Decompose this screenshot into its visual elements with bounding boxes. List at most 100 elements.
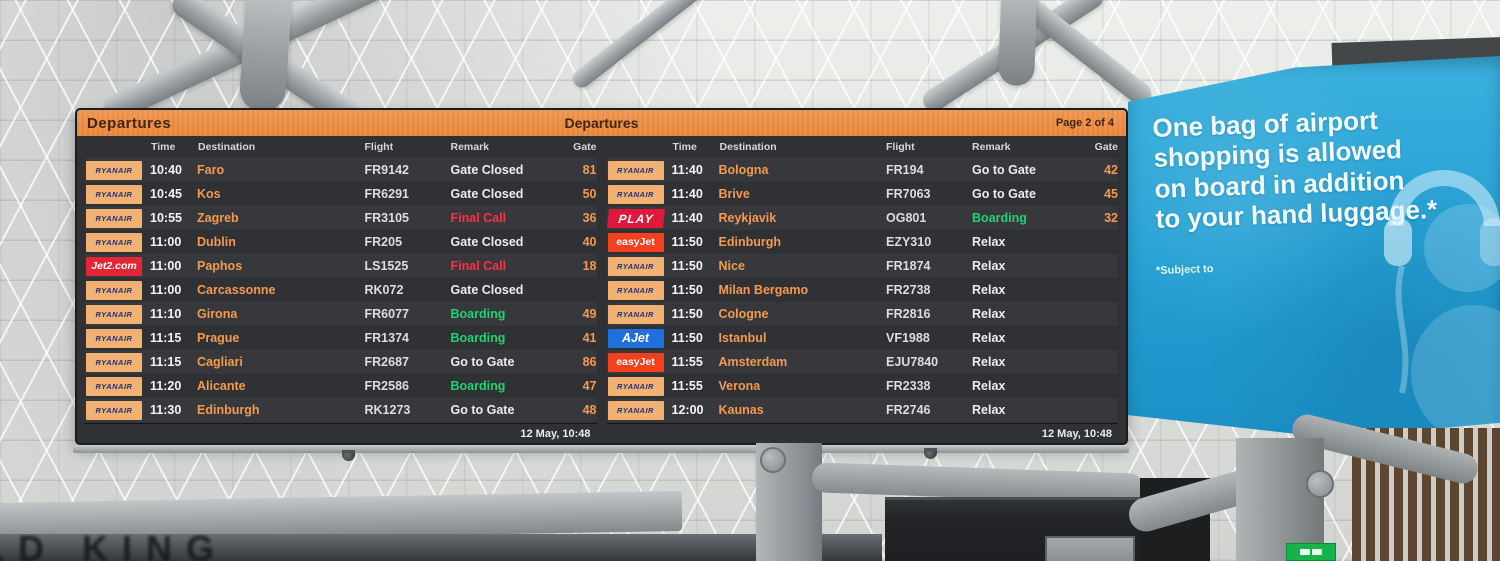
- flight-destination: Alicante: [197, 379, 246, 393]
- flight-number: FR6291: [364, 187, 409, 201]
- airline-logo: RYANAIR: [86, 400, 142, 420]
- flight-time: 10:40: [150, 163, 182, 177]
- board-title-left: Departures: [87, 114, 172, 132]
- flight-remark: Relax: [972, 235, 1006, 249]
- column-header-gate: Gate: [1094, 141, 1118, 153]
- airline-logo: RYANAIR: [607, 184, 664, 204]
- flight-row: PLAY 11:40 Reykjavik OG801 Boarding 32: [606, 206, 1118, 230]
- airline-logo: Jet2.com: [86, 256, 142, 276]
- flight-time: 11:50: [671, 283, 703, 297]
- flight-destination: Carcassonne: [197, 283, 276, 297]
- flight-number: VF1988: [886, 331, 930, 345]
- flight-gate: 47: [582, 379, 597, 393]
- flight-number: FR1874: [886, 259, 931, 273]
- flight-row: RYANAIR 11:40 Bologna FR194 Go to Gate 4…: [607, 158, 1118, 182]
- signage-text: LD KING: [0, 534, 228, 561]
- flight-time: 10:55: [150, 211, 182, 225]
- flight-number: FR3105: [364, 211, 409, 225]
- flight-number: FR205: [364, 235, 403, 249]
- flight-row: RYANAIR 11:10 Girona FR6077 Boarding 49: [85, 302, 597, 326]
- board-body: Time Destination Flight Remark Gate RYAN…: [77, 136, 1126, 443]
- flight-remark: Boarding: [450, 307, 506, 321]
- board-ledge: [73, 445, 1129, 453]
- flight-destination: Nice: [718, 259, 745, 273]
- departures-board: Departures Departures Page 2 of 4 Time D…: [75, 108, 1128, 445]
- flight-destination: Cologne: [718, 307, 769, 321]
- board-clock: 12 May, 10:48: [1041, 428, 1112, 440]
- exit-sign: [1286, 543, 1336, 561]
- flight-remark: Relax: [972, 283, 1006, 297]
- flight-time: 11:40: [671, 211, 703, 225]
- flight-gate: 50: [582, 187, 597, 201]
- flight-row: RYANAIR 10:45 Kos FR6291 Gate Closed 50: [85, 182, 597, 206]
- flight-destination: Girona: [197, 307, 238, 321]
- roof-pillar: [997, 0, 1038, 87]
- column-header-gate: Gate: [573, 141, 597, 153]
- airline-logo: RYANAIR: [607, 304, 664, 324]
- flight-time: 11:10: [150, 307, 182, 321]
- flight-time: 11:50: [671, 235, 703, 249]
- flight-section-right: Time Destination Flight Remark Gate RYAN…: [606, 136, 1119, 443]
- flight-time: 11:00: [150, 235, 182, 249]
- airline-logo: easyJet: [607, 232, 664, 252]
- flight-row: RYANAIR 11:50 Nice FR1874 Relax: [607, 254, 1119, 278]
- flight-destination: Istanbul: [718, 331, 767, 345]
- column-header-remark: Remark: [450, 141, 490, 153]
- support-pillar: [1236, 438, 1324, 561]
- airline-logo: RYANAIR: [86, 208, 142, 228]
- flight-time: 11:30: [150, 403, 182, 417]
- flight-remark: Relax: [972, 259, 1006, 273]
- dome-camera: [342, 450, 355, 461]
- flight-number: RK1273: [364, 403, 411, 417]
- flight-remark: Relax: [972, 307, 1006, 321]
- ad-footnote: *Subject to: [1155, 263, 1214, 277]
- flight-section-left: Time Destination Flight Remark Gate RYAN…: [85, 136, 597, 443]
- flight-row: AJet 11:50 Istanbul VF1988 Relax: [607, 326, 1119, 350]
- airline-logo: RYANAIR: [607, 400, 664, 420]
- airline-logo: RYANAIR: [86, 376, 142, 396]
- flight-row: RYANAIR 11:40 Brive FR7063 Go to Gate 45: [607, 182, 1118, 206]
- flight-number: RK072: [364, 283, 404, 297]
- flight-row: RYANAIR 11:50 Cologne FR2816 Relax: [607, 302, 1119, 326]
- flight-row: RYANAIR 11:20 Alicante FR2586 Boarding 4…: [85, 374, 597, 398]
- flight-time: 11:55: [671, 355, 703, 369]
- flight-time: 10:45: [150, 187, 182, 201]
- flight-row: Jet2.com 11:00 Paphos LS1525 Final Call …: [85, 254, 597, 278]
- column-header-flight: Flight: [886, 141, 915, 153]
- flight-remark: Go to Gate: [972, 163, 1036, 177]
- flight-number: LS1525: [364, 259, 409, 273]
- flight-row: RYANAIR 11:00 Carcassonne RK072 Gate Clo…: [85, 278, 597, 302]
- flight-row: RYANAIR 10:40 Faro FR9142 Gate Closed 81: [85, 158, 597, 182]
- flight-gate: 18: [582, 259, 597, 273]
- flight-number: FR6077: [364, 307, 409, 321]
- column-header-flight: Flight: [364, 141, 394, 153]
- flight-number: FR2738: [886, 283, 931, 297]
- flight-number: FR2586: [364, 379, 409, 393]
- flight-time: 12:00: [671, 403, 704, 417]
- flight-rows-left: RYANAIR 10:40 Faro FR9142 Gate Closed 81…: [85, 158, 597, 422]
- flight-time: 11:00: [150, 259, 182, 273]
- flight-time: 11:55: [671, 379, 703, 393]
- kiosk: [885, 497, 1143, 561]
- airline-logo: RYANAIR: [607, 280, 664, 300]
- flight-destination: Edinburgh: [197, 403, 260, 417]
- flight-gate: 41: [582, 331, 597, 345]
- column-headers: Time Destination Flight Remark Gate: [85, 136, 597, 158]
- flight-gate: 48: [582, 403, 597, 417]
- flight-time: 11:40: [671, 163, 703, 177]
- flight-remark: Final Call: [450, 211, 507, 225]
- flight-row: easyJet 11:55 Amsterdam EJU7840 Relax: [607, 350, 1119, 374]
- flight-number: FR9142: [364, 163, 409, 177]
- flight-row: RYANAIR 11:15 Cagliari FR2687 Go to Gate…: [85, 350, 597, 374]
- flight-remark: Go to Gate: [972, 187, 1036, 201]
- airline-logo: RYANAIR: [607, 160, 664, 180]
- flight-time: 11:20: [150, 379, 182, 393]
- flight-number: EZY310: [886, 235, 932, 249]
- flight-destination: Reykjavik: [718, 211, 777, 225]
- flight-gate: 42: [1104, 163, 1118, 177]
- flight-destination: Faro: [197, 163, 225, 177]
- flight-time: 11:40: [671, 187, 703, 201]
- flight-remark: Gate Closed: [450, 235, 524, 249]
- flight-remark: Gate Closed: [450, 283, 524, 297]
- flight-number: FR2746: [886, 403, 931, 417]
